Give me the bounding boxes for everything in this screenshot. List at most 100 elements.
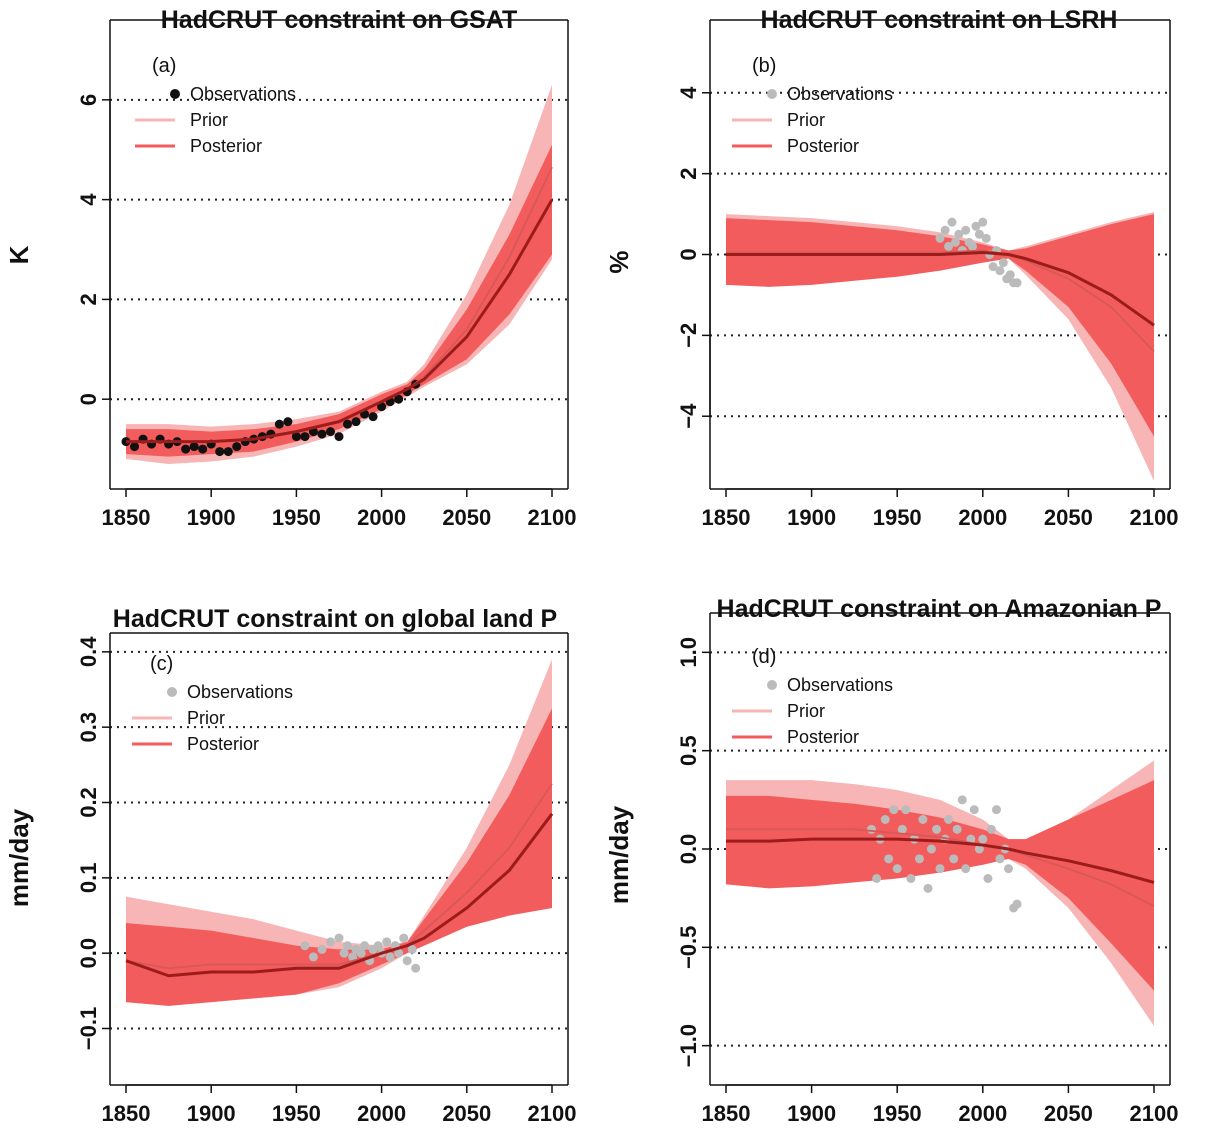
panel-title: HadCRUT constraint on Amazonian P	[717, 595, 1162, 623]
legend-label-posterior: Posterior	[787, 136, 859, 156]
legend-label-posterior: Posterior	[187, 734, 259, 754]
observation-point	[348, 952, 358, 962]
observation-point	[947, 217, 957, 227]
y-tick-label: 0.0	[676, 834, 701, 865]
observation-point	[198, 444, 208, 454]
y-tick-label: −4	[676, 403, 701, 429]
panel-title: HadCRUT constraint on LSRH	[761, 6, 1118, 34]
observation-point	[181, 444, 191, 454]
legend-marker-observations	[167, 687, 177, 697]
y-tick-label: 0.3	[76, 712, 101, 743]
observation-point	[991, 805, 1001, 815]
observation-point	[914, 854, 924, 864]
observation-point	[411, 963, 421, 973]
observation-point	[317, 429, 327, 439]
observation-point	[944, 815, 954, 824]
y-tick-label: 0.5	[676, 735, 701, 766]
panel-label: (b)	[752, 55, 776, 77]
y-tick-label: −1.0	[676, 1024, 701, 1067]
legend: Observations Prior Posterior	[732, 84, 893, 156]
y-tick-label: 0.1	[76, 863, 101, 894]
observation-point	[399, 933, 409, 943]
legend-label-prior: Prior	[787, 701, 825, 721]
observation-point	[880, 815, 890, 824]
y-tick-label: 0.0	[76, 938, 101, 969]
observation-point	[385, 952, 395, 962]
observation-point	[935, 233, 945, 243]
legend-label-posterior: Posterior	[190, 136, 262, 156]
x-tick-label: 1850	[102, 505, 151, 530]
panel-label: (c)	[150, 653, 173, 675]
observation-point	[923, 883, 933, 893]
y-axis-label: %	[604, 250, 634, 273]
x-tick-label: 2100	[528, 1101, 577, 1126]
legend-label-posterior: Posterior	[787, 727, 859, 747]
legend-marker-observations	[170, 89, 180, 99]
y-tick-label: 0.2	[76, 787, 101, 818]
x-tick-label: 1900	[187, 505, 236, 530]
legend: Observations Prior Posterior	[132, 682, 293, 754]
series-line-prior	[125, 783, 553, 970]
observation-point	[978, 834, 988, 844]
x-tick-label: 1900	[787, 505, 836, 530]
series-line-posterior	[126, 198, 554, 444]
observation-point	[130, 442, 140, 452]
observation-point	[974, 229, 984, 239]
legend-label-prior: Prior	[187, 708, 225, 728]
panel-d: 1850 1900 1950 2000 2050 2100 −1.0 −0.5 0.0 0.5 1.…	[604, 595, 1178, 1126]
panel-b: 1850 1900 1950 2000 2050 2100 −4 −2 0 2 4 HadCRUT c…	[604, 6, 1178, 530]
observation-point	[974, 844, 984, 854]
y-tick-label: −0.1	[76, 1007, 101, 1050]
legend-label-prior: Prior	[190, 110, 228, 130]
panel-a: 1850 1900 1950 2000 2050 2100 0 2 4 6 HadCRUT cons…	[4, 6, 576, 530]
observation-point	[382, 937, 392, 947]
x-tick-label: 2100	[528, 505, 577, 530]
observation-point	[1012, 899, 1022, 909]
y-tick-label: −0.5	[676, 926, 701, 969]
y-tick-label: 6	[76, 94, 101, 106]
legend: Observations Prior Posterior	[135, 84, 296, 156]
observation-point	[995, 854, 1005, 864]
x-tick-label: 2100	[1130, 505, 1179, 530]
y-tick-label: 0.4	[76, 636, 101, 667]
legend-marker-observations	[767, 89, 777, 99]
observation-point	[969, 805, 979, 815]
observation-point	[343, 419, 353, 429]
observation-point	[339, 948, 349, 958]
x-tick-label: 1950	[272, 505, 321, 530]
observation-point	[189, 442, 199, 452]
legend-label-observations: Observations	[787, 675, 893, 695]
panel-label: (d)	[752, 646, 776, 668]
observation-point	[926, 844, 936, 854]
observation-point	[1003, 864, 1013, 874]
observation-point	[334, 432, 344, 442]
observation-point	[283, 417, 293, 427]
observation-point	[308, 952, 318, 962]
x-tick-label: 1950	[272, 1101, 321, 1126]
x-tick-label: 2000	[958, 505, 1007, 530]
observation-point	[932, 824, 942, 834]
x-tick-label: 1850	[702, 505, 751, 530]
observation-point	[966, 834, 976, 844]
observation-point	[906, 874, 916, 883]
observation-point	[897, 824, 907, 834]
observation-point	[872, 874, 882, 883]
x-tick-label: 2000	[357, 1101, 406, 1126]
observation-point	[1005, 270, 1015, 280]
series-line-posterior	[726, 837, 1155, 884]
observation-point	[360, 941, 370, 951]
series-line-prior	[726, 828, 1155, 907]
posterior-band	[126, 144, 552, 457]
observation-point	[968, 241, 978, 251]
legend-label-observations: Observations	[787, 84, 893, 104]
y-tick-label: 0	[676, 248, 701, 260]
observation-point	[981, 233, 991, 243]
observation-point	[394, 394, 404, 404]
legend-label-observations: Observations	[190, 84, 296, 104]
observation-point	[988, 262, 998, 272]
observation-point	[961, 225, 971, 235]
observation-point	[995, 266, 1005, 276]
observation-point	[954, 229, 964, 239]
posterior-band	[726, 780, 1154, 991]
